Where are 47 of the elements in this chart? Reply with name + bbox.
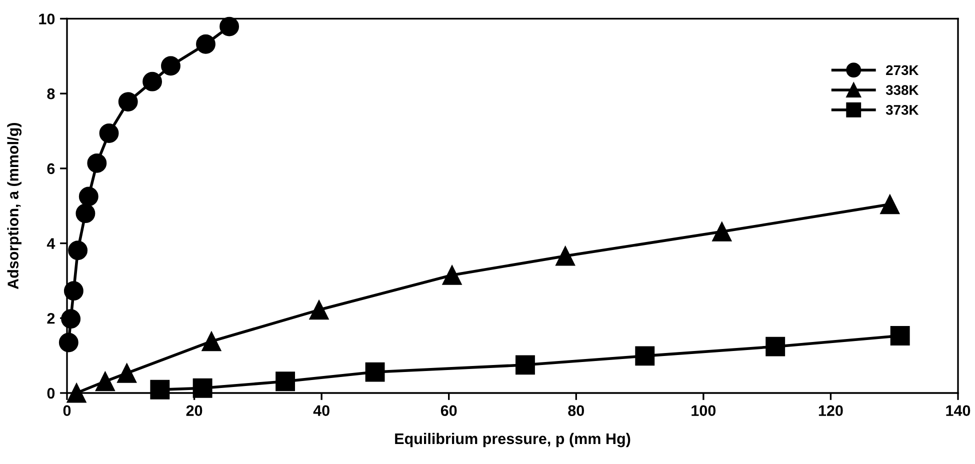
point [192, 378, 212, 398]
point [87, 153, 107, 173]
x-tick-label: 120 [818, 405, 843, 416]
point [365, 362, 385, 382]
point [142, 72, 162, 92]
legend-label: 273K [886, 65, 919, 76]
point [196, 34, 216, 54]
x-axis-title: Equilibrium pressure, p (mm Hg) [395, 432, 630, 448]
point [880, 194, 900, 214]
y-axis-title: Adsorption, a (mmol/g) [7, 123, 22, 290]
point [95, 372, 115, 392]
point [220, 16, 240, 36]
x-tick-label: 140 [946, 405, 970, 416]
point [161, 56, 180, 76]
point [64, 281, 84, 301]
x-tick-label: 100 [692, 405, 716, 416]
x-tick-label: 60 [440, 405, 457, 416]
y-tick-label: 4 [46, 238, 56, 249]
x-tick-label: 0 [63, 405, 71, 416]
point [635, 346, 655, 366]
y-tick-label: 8 [47, 88, 55, 100]
point [202, 332, 222, 352]
point [66, 383, 86, 403]
point [78, 186, 98, 206]
y-tick-label: 2 [47, 313, 55, 324]
point [766, 336, 786, 356]
x-tick-label: 20 [186, 405, 202, 416]
point [890, 326, 910, 346]
y-tick-label: 6 [47, 163, 55, 174]
point [516, 355, 535, 375]
point [68, 240, 88, 260]
point [556, 246, 576, 266]
point [118, 92, 138, 112]
x-tick-label: 80 [568, 405, 584, 416]
point [150, 380, 170, 400]
point [99, 124, 119, 143]
point [76, 204, 96, 224]
x-tick-label: 40 [313, 405, 330, 416]
legend-label: 373K [886, 105, 919, 115]
point [309, 300, 329, 320]
legend-label: 338K [886, 85, 919, 95]
point [712, 222, 732, 242]
point [276, 372, 296, 392]
y-tick-label: 10 [39, 14, 55, 24]
y-tick-label: 0 [47, 388, 55, 399]
point [442, 265, 462, 285]
point [117, 363, 137, 383]
